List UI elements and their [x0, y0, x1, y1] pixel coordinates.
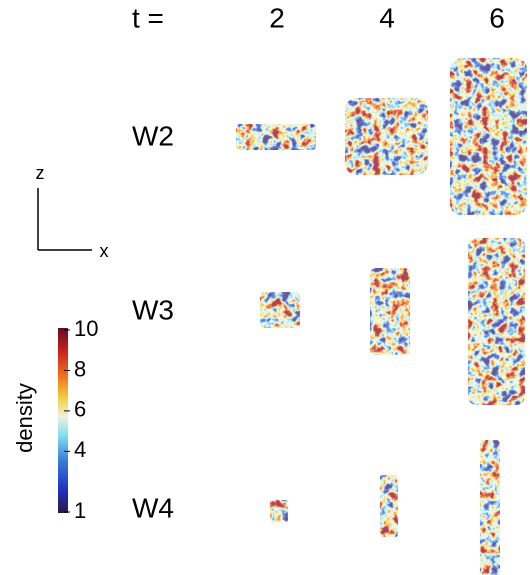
time-value: 6	[489, 2, 505, 33]
row-label: W3	[132, 294, 174, 325]
time-value: 2	[269, 2, 285, 33]
snapshot	[370, 268, 410, 355]
row-label: W2	[132, 120, 174, 151]
colorbar-tick-label: 10	[74, 316, 98, 341]
time-value: 4	[379, 2, 395, 33]
snapshot	[468, 238, 525, 405]
colorbar-tick-label: 4	[74, 437, 86, 462]
snapshot	[480, 440, 500, 575]
snapshot	[270, 500, 288, 522]
colorbar-tick-label: 1	[74, 498, 86, 523]
x-axis-label: x	[100, 241, 109, 261]
snapshot	[260, 292, 300, 328]
colorbar-tick-label: 8	[74, 356, 86, 381]
colorbar-label: density	[12, 383, 37, 453]
row-label: W4	[132, 492, 174, 523]
colorbar	[58, 328, 68, 513]
snapshot	[380, 475, 398, 537]
snapshot	[236, 124, 316, 150]
colorbar-tick-label: 6	[74, 397, 86, 422]
z-axis-label: z	[36, 163, 45, 183]
axes-indicator: z x	[36, 163, 109, 261]
snapshot	[345, 98, 428, 175]
time-label: t =	[132, 2, 164, 33]
snapshot	[450, 58, 527, 215]
